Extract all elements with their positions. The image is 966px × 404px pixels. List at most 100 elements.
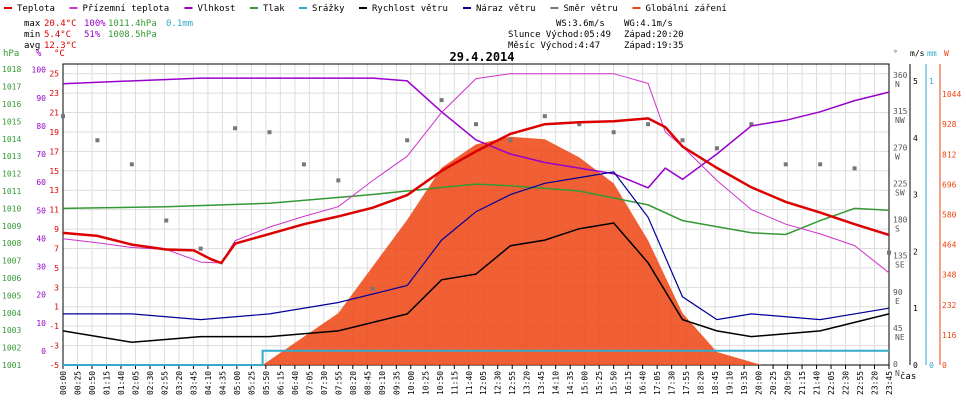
- stats-max-hum: 100%: [84, 19, 106, 29]
- wind-tick-label: 0: [913, 361, 918, 370]
- direction-tick-label: 225: [893, 179, 908, 188]
- unit-label: W: [944, 49, 949, 58]
- rain-tick-label: 1: [929, 77, 934, 86]
- stats-max-label: max: [24, 19, 41, 29]
- temp-tick-label: -1: [49, 322, 59, 331]
- stats-max-temp: 20.4°C: [44, 19, 77, 29]
- direction-name-label: W: [895, 152, 900, 161]
- humidity-tick-label: 20: [36, 291, 46, 300]
- stats-moon: Měsíc Východ:4:47: [508, 41, 600, 51]
- radiation-tick-label: 812: [942, 150, 957, 159]
- x-tick-label: 23:45: [885, 371, 894, 395]
- wind-direction-point: [95, 138, 100, 143]
- wind-direction-point: [474, 122, 478, 127]
- stats-min-label: min: [24, 30, 40, 40]
- stats-max-rain: 0.1mm: [166, 19, 193, 29]
- pressure-tick-label: 1004: [2, 309, 21, 318]
- wind-direction-point: [646, 122, 651, 127]
- stats-avg-temp: 12.3°C: [44, 41, 77, 51]
- wind-direction-point: [233, 126, 238, 131]
- direction-tick-label: 180: [893, 216, 908, 225]
- legend-label: Tlak: [263, 4, 285, 14]
- temp-tick-label: 17: [49, 147, 59, 156]
- stats-max-press: 1011.4hPa: [108, 19, 157, 29]
- pressure-tick-label: 1011: [2, 187, 21, 196]
- temp-tick-label: -5: [49, 361, 59, 370]
- temp-tick-label: 9: [54, 225, 59, 234]
- x-tick-label: 22:30: [842, 371, 851, 395]
- wind-tick-label: 4: [913, 134, 918, 143]
- radiation-tick-label: 696: [942, 180, 957, 189]
- direction-name-label: N: [895, 80, 900, 89]
- x-tick-label: 16:15: [624, 371, 633, 395]
- x-tick-label: 00:25: [73, 371, 82, 395]
- wind-direction-point: [714, 146, 719, 151]
- wind-direction-point: [336, 178, 341, 183]
- x-tick-label: 22:55: [856, 371, 865, 395]
- x-tick-label: 19:10: [726, 371, 735, 395]
- wind-direction-point: [508, 138, 513, 143]
- temp-tick-label: 5: [54, 264, 59, 273]
- temp-tick-label: 15: [49, 167, 59, 176]
- wind-direction-point: [611, 130, 616, 135]
- stats-sun-set: Západ:20:20: [624, 30, 684, 40]
- legend-label: Srážky: [312, 4, 345, 14]
- x-tick-label: 15:25: [595, 371, 604, 395]
- x-tick-label: 20:25: [769, 371, 778, 395]
- x-tick-label: 07:30: [320, 371, 329, 395]
- wind-gust-line: [63, 171, 890, 321]
- legend-label: Rychlost větru: [372, 4, 448, 14]
- x-tick-label: 16:40: [639, 371, 648, 395]
- radiation-tick-label: 232: [942, 301, 957, 310]
- pressure-tick-label: 1001: [2, 361, 21, 370]
- wind-tick-label: 3: [913, 191, 918, 200]
- unit-label: hPa: [3, 49, 19, 59]
- wind-speed-line: [62, 222, 890, 344]
- legend: Teplota Přízemní teplota Vlhkost Tlak Srážky…: [4, 4, 727, 14]
- wind-direction-point: [577, 122, 582, 127]
- temp-tick-label: -3: [49, 342, 59, 351]
- x-tick-label: 22:05: [827, 371, 836, 395]
- temp-tick-label: 19: [49, 128, 59, 137]
- pressure-tick-label: 1014: [2, 135, 21, 144]
- direction-tick-label: 360: [893, 71, 908, 80]
- x-tick-label: 21:40: [813, 371, 822, 395]
- temp-tick-label: 11: [49, 206, 59, 215]
- pressure-tick-label: 1018: [2, 65, 21, 74]
- pressure-tick-label: 1006: [2, 274, 21, 283]
- x-tick-label: 19:35: [740, 371, 749, 395]
- precipitation-line: [63, 349, 889, 366]
- direction-tick-label: 0: [893, 360, 898, 369]
- stats-min-press: 1008.5hPa: [108, 30, 157, 40]
- wind-direction-point: [301, 162, 306, 167]
- unit-label: °: [893, 49, 898, 58]
- x-tick-label: 11:40: [465, 371, 474, 395]
- pressure-tick-label: 1017: [2, 83, 21, 92]
- x-tick-label: 09:35: [392, 371, 401, 395]
- x-tick-label: 14:35: [566, 371, 575, 395]
- x-tick-label: 04:10: [204, 371, 213, 395]
- pressure-tick-label: 1012: [2, 170, 21, 179]
- humidity-tick-label: 30: [36, 263, 46, 272]
- stats-min-hum: 51%: [84, 30, 101, 40]
- pressure-line: [62, 183, 890, 236]
- x-tick-label: 12:05: [479, 371, 488, 395]
- direction-tick-label: 270: [893, 143, 908, 152]
- wind-direction-point: [370, 286, 375, 291]
- x-tick-label: 04:35: [218, 371, 227, 395]
- stats-min-temp: 5.4°C: [44, 30, 71, 40]
- x-tick-label: 00:00: [59, 371, 68, 395]
- unit-label: %: [36, 49, 42, 59]
- unit-label: m/s: [910, 49, 925, 58]
- x-tick-label: 10:50: [436, 371, 445, 395]
- x-tick-label: 02:30: [146, 371, 155, 395]
- wind-tick-label: 1: [913, 304, 918, 313]
- x-tick-label: 17:55: [682, 371, 691, 395]
- x-tick-label: 02:55: [160, 371, 169, 395]
- pressure-tick-label: 1010: [2, 204, 21, 213]
- temperature-line: [62, 117, 890, 265]
- x-tick-label: 03:45: [189, 371, 198, 395]
- pressure-tick-label: 1016: [2, 100, 21, 109]
- direction-tick-label: 45: [893, 324, 903, 333]
- temp-tick-label: 25: [49, 70, 59, 79]
